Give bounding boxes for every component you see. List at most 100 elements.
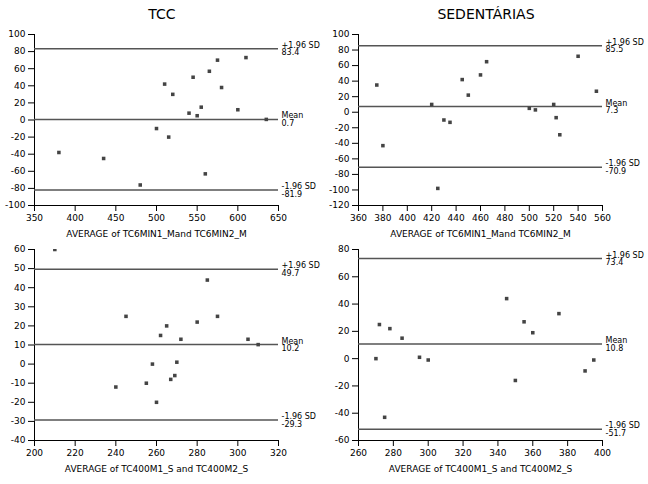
svg-text:-51.7: -51.7 (606, 429, 627, 438)
svg-text:-100: -100 (5, 200, 26, 210)
svg-text:-20: -20 (335, 123, 350, 133)
svg-text:10: 10 (14, 340, 26, 350)
svg-text:-10: -10 (11, 378, 26, 388)
svg-text:460: 460 (472, 213, 489, 223)
svg-text:360: 360 (524, 448, 541, 458)
svg-text:10.8: 10.8 (606, 344, 624, 353)
svg-text:-120: -120 (329, 200, 350, 210)
svg-text:Mean: Mean (281, 111, 304, 121)
svg-text:0: 0 (344, 354, 350, 364)
svg-text:-30: -30 (11, 416, 26, 426)
svg-text:60: 60 (14, 64, 26, 74)
svg-text:0: 0 (20, 359, 26, 369)
svg-text:40: 40 (338, 299, 350, 309)
svg-text:20: 20 (338, 326, 350, 336)
svg-text:AVERAGE of TC6MIN1_Mand TC6MIN: AVERAGE of TC6MIN1_Mand TC6MIN2_M (66, 229, 246, 239)
svg-text:AVERAGE of TC400M1_S and TC400: AVERAGE of TC400M1_S and TC400M2_S (389, 464, 573, 474)
svg-text:260: 260 (350, 448, 367, 458)
svg-text:40: 40 (338, 76, 350, 86)
svg-text:-40: -40 (11, 149, 26, 159)
svg-text:-81.9: -81.9 (282, 190, 303, 199)
svg-text:200: 200 (26, 448, 43, 458)
svg-text:-40: -40 (335, 138, 350, 148)
svg-text:80: 80 (14, 46, 26, 56)
svg-text:440: 440 (448, 213, 465, 223)
svg-text:220: 220 (67, 448, 84, 458)
svg-text:20: 20 (338, 92, 350, 102)
svg-text:-20: -20 (11, 132, 26, 142)
svg-text:73.4: 73.4 (606, 258, 624, 267)
svg-text:340: 340 (489, 448, 506, 458)
svg-text:20: 20 (14, 321, 26, 331)
svg-text:40: 40 (14, 283, 26, 293)
svg-text:0: 0 (20, 115, 26, 125)
svg-text:-29.3: -29.3 (282, 420, 303, 429)
svg-text:300: 300 (420, 448, 437, 458)
svg-text:480: 480 (496, 213, 513, 223)
svg-text:85.5: 85.5 (606, 45, 624, 54)
svg-text:420: 420 (423, 213, 440, 223)
svg-text:400: 400 (594, 448, 611, 458)
svg-text:Mean: Mean (281, 336, 304, 346)
svg-text:-60: -60 (11, 166, 26, 176)
svg-text:+1.96 SD: +1.96 SD (605, 37, 644, 47)
svg-text:AVERAGE of TC6MIN1_Mand TC6MIN: AVERAGE of TC6MIN1_Mand TC6MIN2_M (390, 229, 570, 239)
svg-text:560: 560 (594, 213, 611, 223)
svg-text:60: 60 (338, 272, 350, 282)
svg-text:540: 540 (570, 213, 587, 223)
svg-text:83.4: 83.4 (282, 48, 300, 57)
svg-text:380: 380 (559, 448, 576, 458)
svg-text:350: 350 (26, 213, 43, 223)
svg-text:Mean: Mean (605, 98, 628, 108)
svg-text:-40: -40 (335, 408, 350, 418)
html-text:SEDENTÁRIAS: SEDENTÁRIAS (437, 6, 535, 22)
svg-text:100: 100 (332, 29, 349, 39)
svg-text:0.7: 0.7 (282, 119, 295, 128)
svg-text:+1.96 SD: +1.96 SD (281, 40, 320, 50)
svg-text:240: 240 (107, 448, 124, 458)
svg-text:380: 380 (374, 213, 391, 223)
svg-text:60: 60 (14, 244, 26, 254)
svg-text:-70.9: -70.9 (606, 167, 627, 176)
svg-text:520: 520 (545, 213, 562, 223)
svg-text:450: 450 (107, 213, 124, 223)
svg-text:+1.96 SD: +1.96 SD (281, 261, 320, 271)
svg-text:650: 650 (270, 213, 287, 223)
svg-text:0: 0 (344, 107, 350, 117)
svg-text:280: 280 (189, 448, 206, 458)
svg-text:550: 550 (189, 213, 206, 223)
svg-text:360: 360 (350, 213, 367, 223)
svg-text:49.7: 49.7 (282, 269, 300, 278)
svg-text:20: 20 (14, 98, 26, 108)
svg-text:80: 80 (338, 45, 350, 55)
html-text:TCC: TCC (148, 6, 176, 22)
svg-text:-60: -60 (335, 154, 350, 164)
svg-text:-100: -100 (329, 185, 350, 195)
svg-text:80: 80 (338, 244, 350, 254)
svg-text:7.3: 7.3 (606, 106, 619, 115)
svg-text:AVERAGE of TC400M1_S and TC400: AVERAGE of TC400M1_S and TC400M2_S (65, 464, 249, 474)
svg-text:300: 300 (229, 448, 246, 458)
svg-text:320: 320 (454, 448, 471, 458)
svg-text:600: 600 (229, 213, 246, 223)
svg-text:320: 320 (270, 448, 287, 458)
svg-text:-20: -20 (335, 381, 350, 391)
svg-text:500: 500 (148, 213, 165, 223)
svg-text:500: 500 (521, 213, 538, 223)
svg-text:100: 100 (8, 29, 25, 39)
svg-text:-20: -20 (11, 397, 26, 407)
svg-text:30: 30 (14, 302, 26, 312)
svg-text:-40: -40 (11, 435, 26, 445)
svg-text:60: 60 (338, 60, 350, 70)
svg-text:-80: -80 (11, 183, 26, 193)
svg-text:260: 260 (148, 448, 165, 458)
svg-text:280: 280 (385, 448, 402, 458)
svg-text:-60: -60 (335, 435, 350, 445)
svg-text:-1.96 SD: -1.96 SD (605, 159, 640, 169)
svg-text:10.2: 10.2 (282, 344, 300, 353)
svg-text:50: 50 (14, 263, 26, 273)
svg-text:400: 400 (399, 213, 416, 223)
svg-text:40: 40 (14, 81, 26, 91)
svg-text:-80: -80 (335, 169, 350, 179)
svg-text:400: 400 (67, 213, 84, 223)
